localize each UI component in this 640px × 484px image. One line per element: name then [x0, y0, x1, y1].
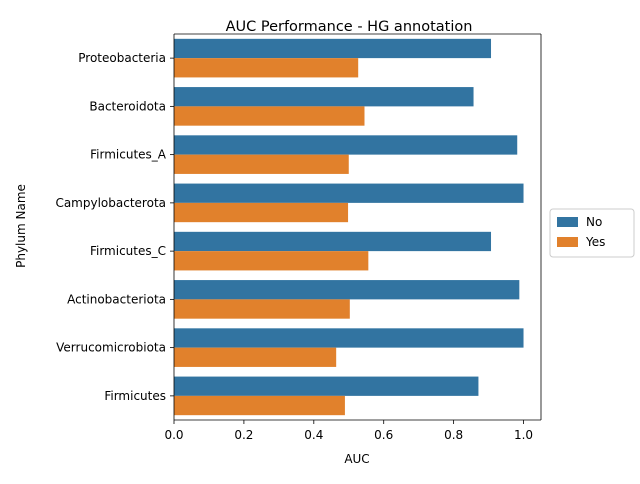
- bar-yes-verrucomicrobiota: [174, 347, 337, 367]
- y-tick-label: Campylobacterota: [55, 196, 166, 210]
- bar-yes-firmicutes_c: [174, 251, 369, 271]
- x-tick-label: 0.2: [234, 428, 253, 442]
- legend-label-no: No: [586, 215, 602, 229]
- x-tick-label: 0.4: [304, 428, 323, 442]
- bar-no-campylobacterota: [174, 183, 524, 203]
- x-axis-label: AUC: [344, 452, 369, 466]
- y-tick-label: Verrucomicrobiota: [56, 341, 166, 355]
- bar-yes-firmicutes: [174, 395, 345, 416]
- bar-no-firmicutes: [174, 376, 479, 396]
- bars-group: [174, 38, 524, 416]
- x-tick-label: 0.8: [444, 428, 463, 442]
- bar-yes-proteobacteria: [174, 58, 359, 78]
- y-tick-label: Firmicutes: [104, 389, 166, 403]
- x-tick-label: 1.0: [514, 428, 533, 442]
- bar-yes-bacteroidota: [174, 106, 365, 126]
- bar-no-firmicutes_c: [174, 231, 492, 252]
- legend-swatch-no: [557, 217, 578, 227]
- bar-no-verrucomicrobiota: [174, 328, 524, 348]
- y-tick-label: Proteobacteria: [78, 51, 166, 65]
- bar-yes-firmicutes_a: [174, 154, 349, 174]
- chart-title: AUC Performance - HG annotation: [226, 19, 473, 35]
- y-tick-label: Actinobacteriota: [67, 292, 166, 306]
- bar-no-bacteroidota: [174, 87, 474, 107]
- legend: No Yes: [549, 208, 635, 258]
- bar-no-firmicutes_a: [174, 135, 518, 155]
- x-tick-label: 0.0: [164, 428, 183, 442]
- x-tick-label: 0.6: [374, 428, 393, 442]
- y-tick-label: Firmicutes_A: [90, 148, 167, 162]
- axes-group: 0.0 0.2 0.4 0.6 0.8 1.0 Proteobacteria Bacteroi…: [55, 33, 542, 442]
- legend-label-yes: Yes: [585, 235, 605, 249]
- bar-yes-campylobacterota: [174, 202, 349, 223]
- bar-no-actinobacteriota: [174, 280, 520, 300]
- bar-yes-actinobacteriota: [174, 299, 350, 319]
- y-tick-label: Bacteroidota: [89, 99, 166, 113]
- legend-swatch-yes: [557, 237, 578, 247]
- y-tick-label: Firmicutes_C: [90, 244, 166, 258]
- bar-no-proteobacteria: [174, 38, 492, 59]
- y-axis-label: Phylum Name: [14, 184, 28, 268]
